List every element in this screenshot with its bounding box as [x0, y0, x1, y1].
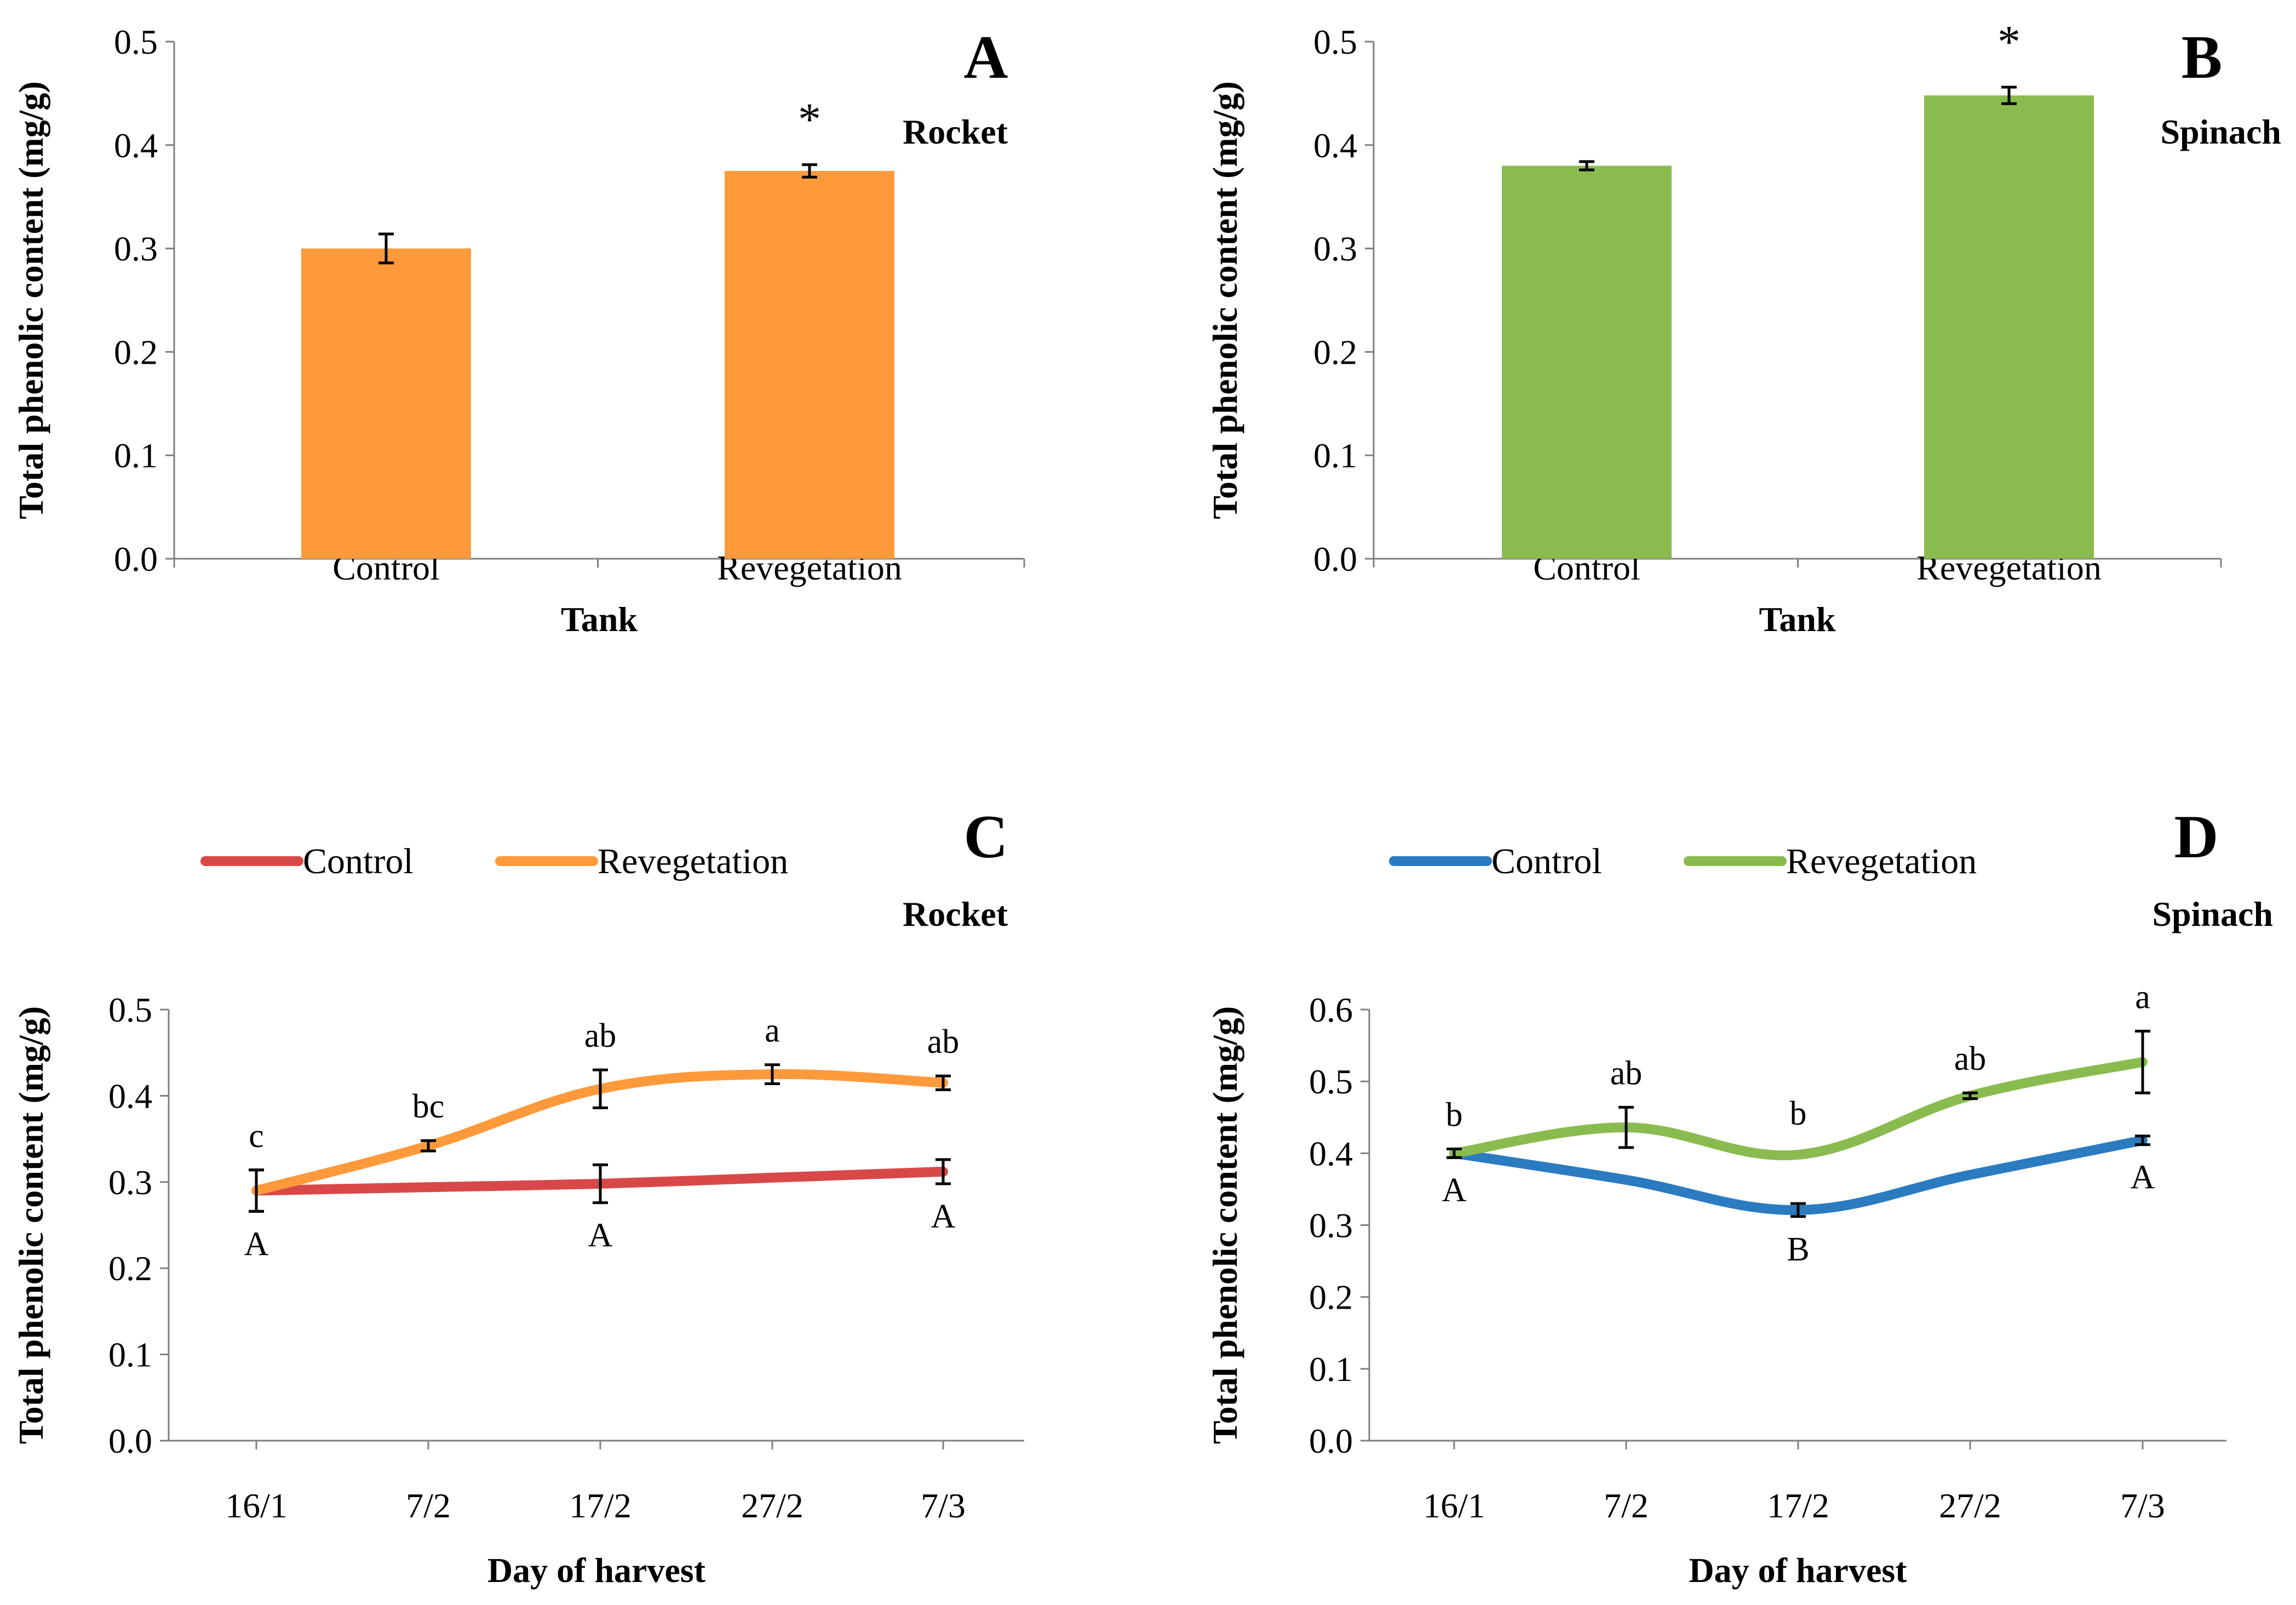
y-tick-label: 0.4 — [114, 126, 158, 165]
x-tick-label: 27/2 — [741, 1486, 803, 1525]
panel-subtitle: Spinach — [2160, 112, 2281, 151]
panel-subtitle: Rocket — [903, 112, 1008, 151]
x-tick-label: 7/2 — [406, 1486, 451, 1525]
y-tick-label: 0.4 — [1309, 1134, 1353, 1173]
panel-letter: C — [964, 803, 1008, 871]
legend-label: Revegetation — [598, 841, 788, 881]
significance-star: * — [798, 94, 821, 145]
y-tick-label: 0.0 — [114, 540, 158, 578]
y-tick-label: 0.5 — [108, 990, 152, 1029]
x-tick-label: 16/1 — [225, 1486, 288, 1525]
y-tick-label: 0.3 — [114, 230, 158, 268]
x-tick-label: 27/2 — [1939, 1486, 2001, 1525]
significance-letter: bc — [412, 1088, 445, 1125]
bar — [1924, 95, 2094, 559]
y-tick-label: 0.2 — [114, 333, 158, 371]
significance-letter: b — [1790, 1095, 1807, 1132]
significance-letter: a — [2135, 978, 2150, 1016]
y-tick-label: 0.6 — [1309, 990, 1353, 1029]
panel-subtitle: Spinach — [2152, 895, 2273, 933]
y-axis-title: Total phenolic content (mg/g) — [1206, 1006, 1244, 1444]
x-tick-label: 7/3 — [2120, 1486, 2165, 1525]
significance-letter: b — [1446, 1096, 1463, 1133]
y-tick-label: 0.3 — [1313, 230, 1357, 268]
panel-d: 0.0 0.1 0.2 0.3 0.4 0.5 0.6 16/1 7/2 17/2 27/2 7/3 D… — [1206, 803, 2273, 1590]
legend-label: Revegetation — [1786, 841, 1977, 881]
panel-c: 0.0 0.1 0.2 0.3 0.4 0.5 16/1 7/2 17/2 27/2 7/3 Day … — [12, 803, 1024, 1590]
y-tick-label: 0.1 — [108, 1335, 152, 1374]
y-tick-label: 0.4 — [108, 1076, 152, 1115]
y-axis-title: Total phenolic content (mg/g) — [1206, 81, 1244, 519]
y-tick-label: 0.2 — [1313, 333, 1357, 371]
legend: Control Revegetation — [200, 841, 788, 881]
y-axis-title: Total phenolic content (mg/g) — [12, 81, 50, 519]
panel-subtitle: Rocket — [903, 895, 1008, 933]
y-tick-label: 0.3 — [108, 1163, 152, 1202]
y-tick-label: 0.0 — [1313, 540, 1357, 578]
y-tick-label: 0.4 — [1313, 126, 1357, 165]
significance-letter: B — [1787, 1231, 1809, 1268]
y-tick-label: 0.0 — [108, 1421, 152, 1460]
legend: Control Revegetation — [1389, 841, 1977, 881]
series-line-revegetation — [1449, 1057, 2148, 1161]
y-tick-label: 0.1 — [1313, 436, 1357, 475]
significance-letter: ab — [1954, 1040, 1987, 1077]
significance-letter: ab — [927, 1023, 960, 1061]
x-tick-label: 17/2 — [1767, 1486, 1829, 1525]
bar — [725, 171, 894, 559]
y-tick-label: 0.2 — [1309, 1278, 1353, 1317]
x-axis-title: Day of harvest — [1689, 1551, 1907, 1590]
bar — [1502, 165, 1672, 559]
significance-letter: ab — [584, 1017, 617, 1054]
legend-label: Control — [1491, 841, 1602, 881]
significance-letter: A — [588, 1217, 613, 1254]
significance-letter: A — [931, 1198, 956, 1235]
x-tick-label: 16/1 — [1423, 1486, 1485, 1525]
y-tick-label: 0.1 — [1309, 1350, 1353, 1389]
significance-letter: ab — [1610, 1054, 1643, 1092]
panel-letter: B — [2182, 24, 2223, 91]
significance-letter: c — [249, 1117, 264, 1155]
x-axis-title: Tank — [1759, 600, 1836, 639]
y-tick-label: 0.2 — [108, 1249, 152, 1288]
y-tick-label: 0.0 — [1309, 1421, 1353, 1460]
y-tick-label: 0.3 — [1309, 1206, 1353, 1245]
significance-letter: A — [244, 1225, 269, 1263]
significance-star: * — [1997, 16, 2021, 67]
y-tick-label: 0.5 — [1309, 1062, 1353, 1101]
panel-letter: D — [2174, 803, 2219, 871]
x-tick-label: 17/2 — [569, 1486, 632, 1525]
significance-letter: A — [2131, 1159, 2155, 1196]
x-axis-title: Tank — [561, 600, 638, 639]
x-axis-title: Day of harvest — [487, 1551, 706, 1590]
significance-letter: A — [1442, 1172, 1467, 1209]
panel-letter: A — [964, 24, 1008, 91]
bar — [301, 248, 471, 559]
x-tick-label: 7/2 — [1604, 1486, 1649, 1525]
y-tick-label: 0.5 — [114, 22, 158, 61]
x-tick-label: 7/3 — [921, 1486, 966, 1525]
y-axis-title: Total phenolic content (mg/g) — [12, 1006, 50, 1444]
significance-letter: a — [765, 1012, 780, 1050]
legend-label: Control — [303, 841, 414, 881]
y-tick-label: 0.1 — [114, 436, 158, 475]
y-tick-label: 0.5 — [1313, 22, 1357, 61]
